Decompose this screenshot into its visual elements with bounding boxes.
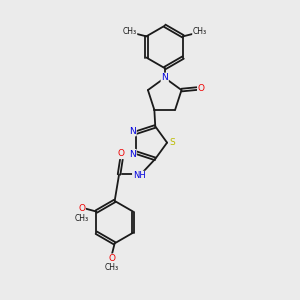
Text: N: N [161, 74, 168, 82]
Text: O: O [108, 254, 115, 263]
Text: S: S [169, 138, 175, 147]
Text: CH₃: CH₃ [193, 27, 207, 36]
Text: CH₃: CH₃ [105, 263, 119, 272]
Text: N: N [129, 150, 136, 159]
Text: CH₃: CH₃ [122, 27, 136, 36]
Text: O: O [78, 204, 85, 213]
Text: NH: NH [133, 172, 146, 181]
Text: O: O [198, 84, 205, 93]
Text: N: N [129, 127, 136, 136]
Text: O: O [118, 149, 125, 158]
Text: CH₃: CH₃ [74, 214, 88, 223]
